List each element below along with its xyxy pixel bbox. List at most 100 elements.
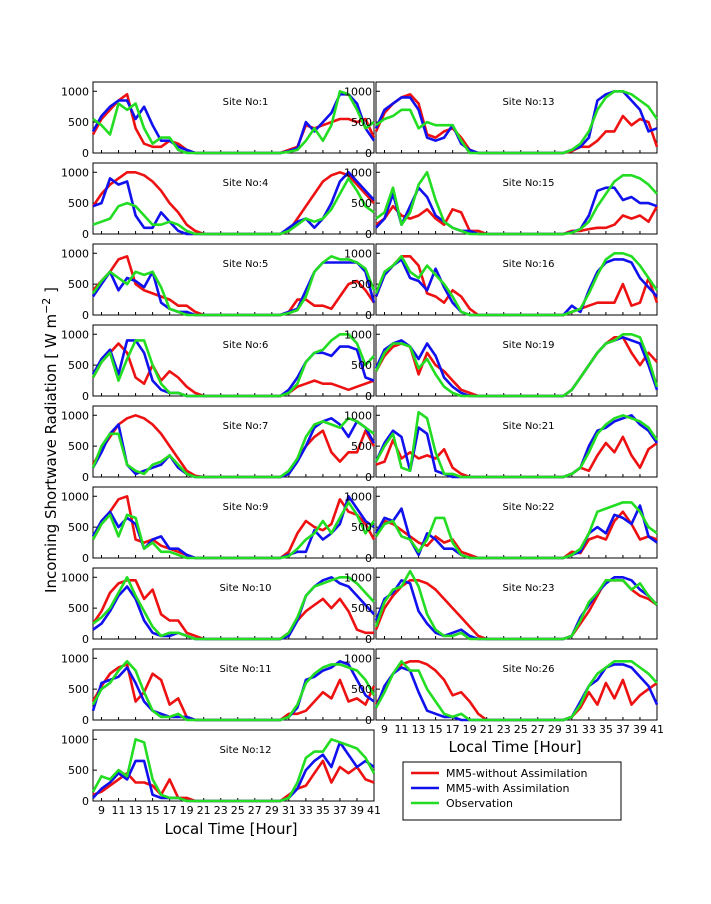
panel-site-11: 0 500 1000 Site No:11 [61, 648, 376, 727]
series-line-without [374, 659, 658, 722]
panel-site-6: 0 500 1000 Site No:6 [61, 324, 375, 403]
panel-site-5: 0 500 1000 Site No:5 [61, 243, 376, 322]
y-tick-label: 1000 [61, 328, 89, 341]
panel-title: Site No:16 [502, 259, 554, 270]
panel-title: Site No:12 [219, 745, 271, 756]
panel-site-10: 0 500 1000 Site No:10 [61, 567, 375, 646]
x-tick-label: 19 [180, 804, 194, 817]
y-tick-label: 0 [365, 147, 372, 160]
panel-site-7: 0 500 1000 Site No:7 [61, 405, 376, 484]
panel-title: Site No:4 [223, 178, 269, 189]
x-tick-label: 29 [265, 804, 279, 817]
y-tick-label: 1000 [344, 85, 372, 98]
y-tick-label: 500 [68, 197, 89, 210]
legend-box [402, 761, 622, 821]
y-tick-label: 1000 [344, 571, 372, 584]
y-tick-label: 500 [68, 602, 89, 615]
panel-site-23: 0 500 1000 Site No:23 [344, 567, 658, 646]
panel-title: Site No:21 [502, 421, 554, 432]
x-tick-label: 33 [582, 723, 596, 736]
x-tick-label: 17 [446, 723, 460, 736]
series-line-without [92, 254, 376, 317]
series-line-without [91, 342, 375, 398]
series-line-observation [92, 575, 375, 641]
y-tick-label: 500 [351, 359, 372, 372]
y-tick-label: 500 [68, 278, 89, 291]
y-axis-label-text: Incoming Shortwave Radiation [ W m [42, 314, 60, 593]
panel-frame [375, 567, 658, 640]
y-tick-label: 0 [365, 552, 372, 565]
y-tick-label: 0 [365, 228, 372, 241]
panel-title: Site No:7 [223, 421, 269, 432]
y-tick-label: 0 [365, 714, 372, 727]
y-axis-label-exponent: −2 [40, 298, 53, 314]
y-tick-label: 1000 [61, 85, 89, 98]
x-tick-label: 13 [412, 723, 426, 736]
y-tick-label: 0 [82, 390, 89, 403]
series-line-without [375, 204, 659, 236]
y-tick-label: 500 [68, 359, 89, 372]
panel-title: Site No:26 [502, 664, 554, 675]
y-axis-label-end: ] [42, 287, 60, 298]
x-axis-label-right: Local Time [Hour] [449, 738, 582, 756]
series-line-observation [92, 177, 375, 236]
panel-site-4: 0 500 1000 Site No:4 [61, 162, 375, 241]
x-tick-label: 27 [248, 804, 262, 817]
legend-label-with: MM5-with Assimilation [446, 782, 569, 795]
panel-title: Site No:6 [223, 340, 269, 351]
series-line-observation [91, 501, 376, 560]
panel-title: Site No:23 [502, 583, 554, 594]
x-tick-label: 17 [163, 804, 177, 817]
panel-title: Site No:19 [502, 340, 554, 351]
x-tick-label: 37 [616, 723, 630, 736]
series-line-observation [92, 90, 375, 155]
panel-site-19: 0 500 1000 Site No:19 [344, 324, 659, 403]
x-tick-label: 23 [497, 723, 511, 736]
series-line-observation [374, 501, 658, 560]
x-axis-label-left: Local Time [Hour] [165, 820, 298, 838]
y-tick-label: 0 [82, 714, 89, 727]
panel-site-9: 0 500 1000 Site No:9 [61, 486, 376, 565]
x-tick-label: 21 [197, 804, 211, 817]
y-tick-label: 0 [82, 228, 89, 241]
y-tick-label: 500 [351, 683, 372, 696]
panel-title: Site No:15 [502, 178, 554, 189]
x-tick-label: 23 [214, 804, 228, 817]
panel-site-22: 0 500 1000 Site No:22 [344, 486, 658, 565]
legend-label-without: MM5-without Assimilation [446, 767, 588, 780]
y-tick-label: 0 [365, 390, 372, 403]
y-tick-label: 0 [82, 552, 89, 565]
y-tick-label: 0 [82, 309, 89, 322]
y-tick-label: 500 [351, 278, 372, 291]
y-tick-label: 500 [68, 440, 89, 453]
y-tick-label: 1000 [61, 166, 89, 179]
x-tick-label: 41 [650, 723, 664, 736]
y-tick-label: 500 [68, 116, 89, 129]
y-tick-label: 500 [68, 764, 89, 777]
x-tick-label: 25 [514, 723, 528, 736]
x-tick-label: 35 [316, 804, 330, 817]
series-line-without [375, 435, 658, 479]
y-tick-label: 1000 [344, 652, 372, 665]
series-line-observation [375, 90, 659, 155]
series-line-with [375, 186, 658, 236]
y-tick-label: 0 [365, 309, 372, 322]
x-tick-label: 35 [599, 723, 613, 736]
panel-frame [375, 81, 658, 154]
x-tick-label: 21 [480, 723, 494, 736]
panel-title: Site No:10 [219, 583, 271, 594]
series-line-observation [374, 410, 659, 479]
y-tick-label: 1000 [344, 166, 372, 179]
y-tick-label: 1000 [61, 652, 89, 665]
panel-frame [375, 648, 658, 721]
panel-site-16: 0 500 1000 Site No:16 [344, 243, 659, 322]
panel-site-13: 0 500 1000 Site No:13 [344, 81, 659, 160]
y-tick-label: 1000 [61, 733, 89, 746]
y-tick-label: 0 [365, 633, 372, 646]
y-tick-label: 0 [82, 471, 89, 484]
x-tick-label: 41 [367, 804, 381, 817]
y-tick-label: 1000 [61, 247, 89, 260]
y-tick-label: 500 [351, 521, 372, 534]
